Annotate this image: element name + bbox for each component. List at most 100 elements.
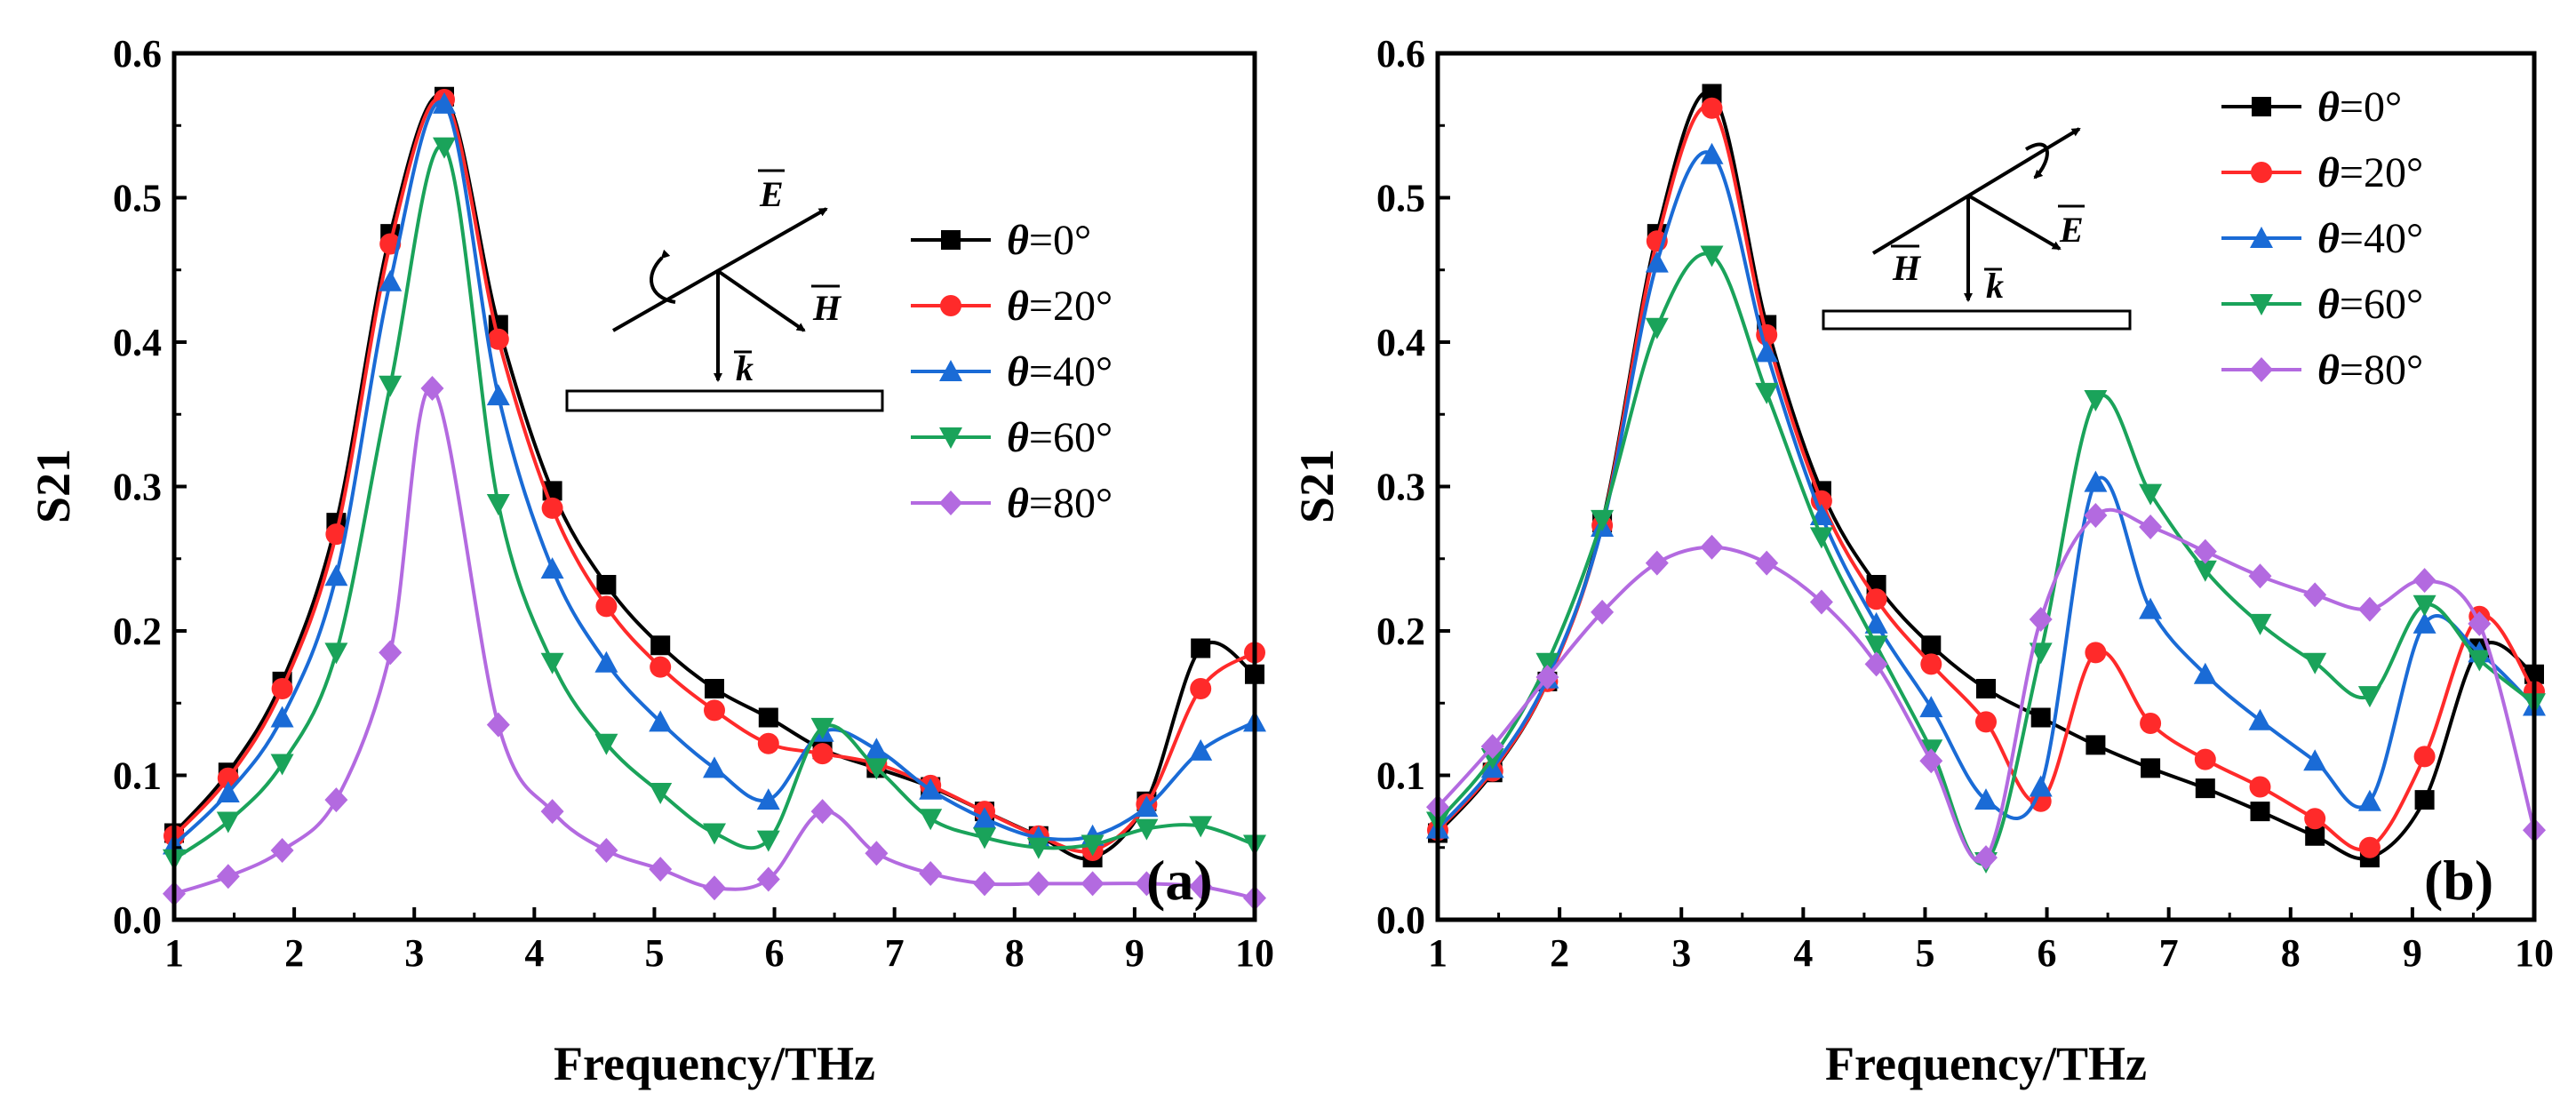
panel-a-series-4-point	[324, 787, 348, 813]
y-tick-label: 0.2	[1376, 610, 1425, 653]
panel-a-series-0-point	[758, 707, 778, 728]
y-tick-label: 0.0	[113, 898, 162, 942]
panel-b-x-axis-label: Frequency/THz	[1825, 1037, 2147, 1090]
panel-a-series-3-point	[540, 652, 564, 674]
panel-b-series-4-point	[2139, 515, 2163, 539]
panel-a-series-3-point	[486, 494, 510, 515]
panel-a-series-1-point	[217, 767, 239, 789]
panel-b-series-0-point	[2414, 790, 2435, 810]
panel-a-series-0-point	[650, 635, 671, 656]
panel-a-series-4-point	[420, 376, 444, 401]
panel-a-wave-line	[612, 207, 828, 332]
panel-a-series-2-point	[433, 92, 456, 114]
panel-a-series-3-point	[919, 809, 943, 831]
y-tick-label: 0.5	[1376, 177, 1425, 220]
panel-a-series-2-point	[703, 756, 726, 778]
panel-b-series-3-point	[1864, 635, 1888, 658]
panel-a-series-3-point	[1081, 834, 1105, 857]
y-tick-label: 0.3	[1376, 466, 1425, 509]
panel-b-series-0-point	[2086, 735, 2106, 755]
panel-a-h-label: H	[812, 288, 842, 328]
panel-a-series-2-point	[216, 781, 240, 802]
panel-a-k-label: k	[736, 348, 754, 388]
panel-a-legend-marker-4	[939, 491, 962, 515]
panel-a-series-3-point	[1135, 818, 1159, 841]
panel-a-series-3-point	[649, 783, 673, 804]
x-tick-label: 10	[2515, 931, 2554, 975]
panel-a-series-1-point	[704, 699, 725, 722]
panel-a-legend-label-2: θ=40°	[1007, 348, 1113, 395]
panel-a-series-3-point	[270, 754, 294, 776]
x-tick-label: 2	[1550, 931, 1569, 975]
panel-b-series-4-point	[2413, 568, 2436, 594]
panel-a-series-3-line	[172, 143, 1256, 861]
x-tick-label: 4	[524, 931, 544, 975]
x-tick-label: 7	[885, 931, 905, 975]
panel-b-series-2-point	[2193, 662, 2217, 684]
panel-b: 1 2 3 4 5 6 7 8 9 10 0.0 0.1 0.2 0.3 0.4 0.5 0.6 Frequen…	[1290, 32, 2554, 1090]
panel-b-series-4-point	[2357, 596, 2381, 622]
x-tick-label: 2	[284, 931, 304, 975]
panel-a-series-3-point	[810, 717, 834, 739]
panel-a-series-2-point	[919, 778, 943, 800]
panel-b-series-4-point	[1535, 665, 1559, 690]
panel-a-series-4-point	[756, 866, 780, 892]
panel-a-legend-label-1: θ=20°	[1007, 283, 1113, 330]
panel-a-series-3-point	[973, 827, 996, 850]
panel-b-series-2-point	[2029, 775, 2053, 797]
panel-a-series-1-point	[1190, 678, 1212, 699]
panel-a-series-3-point	[594, 733, 618, 755]
panel-b-series-4-point	[1974, 845, 1998, 871]
panel-a-rotation-arrow	[650, 249, 676, 304]
panel-a-legend-label-4: θ=80°	[1007, 480, 1113, 527]
panel-a-series-3-point	[703, 823, 726, 845]
panel-b-series-4-point	[1645, 550, 1669, 576]
panel-a-series-2-point	[1135, 795, 1159, 818]
panel-b-series-3-point	[2303, 652, 2327, 674]
y-tick-label: 0.4	[1376, 321, 1425, 364]
panel-a-series-2-point	[865, 738, 889, 760]
panel-b-series-2-point	[1700, 142, 1724, 164]
x-tick-label: 8	[2281, 931, 2301, 975]
panel-b-series-3-point	[2084, 390, 2108, 411]
panel-b-series-0-point	[2250, 802, 2270, 822]
panel-b-series-0-point	[2195, 778, 2215, 799]
panel-a-series-4-point	[865, 841, 889, 866]
panel-b-series-2-point	[1755, 340, 1779, 363]
panel-a-series-4-point	[919, 861, 943, 886]
panel-b-series-2-point	[2413, 611, 2436, 634]
panel-b-series-2-point	[1864, 611, 1888, 634]
panel-a-series-1-point	[595, 595, 618, 618]
x-tick-label: 6	[765, 931, 785, 975]
panel-b-legend-label-4: θ=80°	[2317, 347, 2423, 394]
panel-b-series-4-point	[1480, 734, 1504, 759]
panel-a-series-4-point	[1026, 871, 1050, 897]
x-tick-label: 9	[1125, 931, 1144, 975]
panel-b-series-0-point	[1976, 679, 1996, 698]
panel-a-series-0-point	[596, 575, 617, 594]
panel-a-series-4-point	[810, 799, 834, 825]
panel-a-series-2-point	[756, 788, 780, 810]
panel-a-series-4-point	[540, 799, 564, 825]
panel-b-series-4-point	[2084, 503, 2108, 528]
panel-b-legend-marker-4	[2250, 357, 2273, 382]
panel-a-series-2-point	[486, 384, 510, 406]
panel-b-series-2-point	[2357, 789, 2381, 811]
panel-a-series-4-point	[1189, 874, 1213, 899]
panel-b-series-1-point	[1701, 97, 1723, 119]
panel-b-series-2-point	[1974, 788, 1998, 810]
panel-a-series-2-point	[379, 269, 403, 291]
panel-b-label: (b)	[2424, 849, 2493, 912]
panel-b-series-4-point	[1864, 651, 1888, 677]
panel-a-ticks: 1 2 3 4 5 6 7 8 9 10 0.0 0.1 0.2 0.3 0.4 0.5 0.6	[113, 32, 1274, 975]
x-tick-label: 9	[2403, 931, 2422, 975]
panel-a-legend-label-3: θ=60°	[1007, 414, 1113, 461]
panel-a-series-1-point	[325, 523, 347, 546]
panel-a-legend: θ=0° θ=20° θ=40° θ=60° θ=80°	[911, 217, 1113, 527]
panel-b-y-axis-label: S21	[1290, 449, 1344, 523]
panel-b-legend-marker-3	[2250, 294, 2273, 315]
panel-b-series-1-point	[2304, 808, 2326, 830]
panel-b-series-3-point	[2357, 686, 2381, 708]
panel-a-series-3-point	[1026, 837, 1050, 859]
panel-a-series-4-point	[973, 871, 996, 897]
